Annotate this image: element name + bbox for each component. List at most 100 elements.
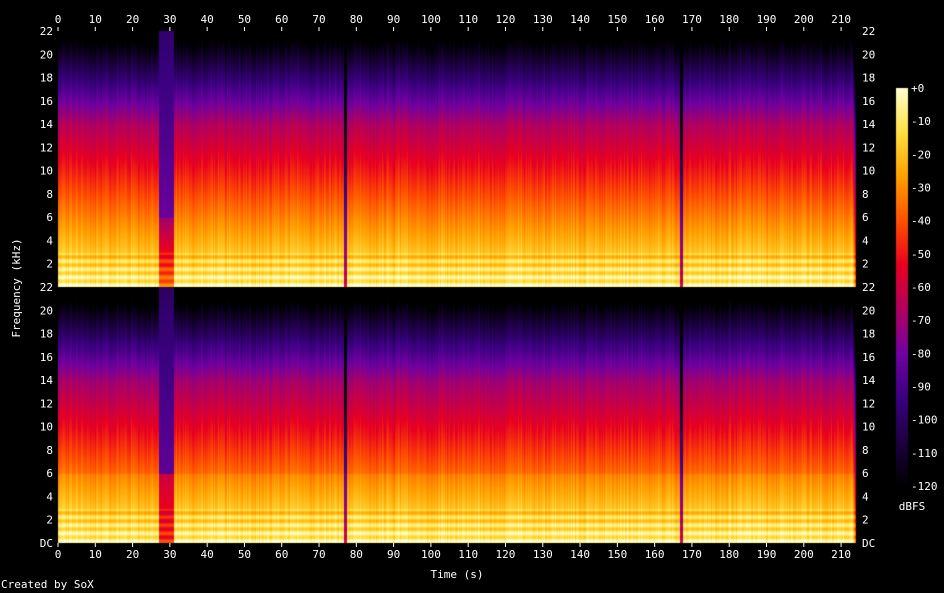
x-tick-label: 170 <box>682 548 702 561</box>
y-tick-label: 12 <box>40 397 53 410</box>
y-tick-label: 2 <box>862 514 869 527</box>
y-tick-label: 4 <box>46 234 53 247</box>
y-tick-label: 4 <box>862 490 869 503</box>
x-tick-label: 60 <box>275 13 288 26</box>
x-tick-label: 0 <box>55 548 62 561</box>
x-tick-label: 130 <box>533 548 553 561</box>
x-tick-label: 40 <box>201 548 214 561</box>
y-tick-label: 20 <box>40 304 53 317</box>
x-tick-label: 50 <box>238 548 251 561</box>
x-tick-label: 120 <box>496 13 516 26</box>
y-tick-label: 16 <box>40 351 53 364</box>
y-tick-label: 6 <box>46 467 53 480</box>
x-tick-label: 110 <box>458 13 478 26</box>
colorbar-tick-label: -90 <box>911 381 931 394</box>
x-tick-label: 60 <box>275 548 288 561</box>
x-tick-label: 80 <box>350 13 363 26</box>
x-tick-label: 190 <box>757 13 777 26</box>
x-tick-label: 110 <box>458 548 478 561</box>
colorbar-tick-label: -100 <box>911 414 938 427</box>
y-tick-label: 10 <box>40 165 53 178</box>
y-tick-label: 22 <box>862 281 875 294</box>
y-tick-label: 20 <box>862 304 875 317</box>
colorbar-tick-label: -120 <box>911 480 938 493</box>
y-tick-label: 16 <box>862 95 875 108</box>
y-tick-label: 8 <box>862 444 869 457</box>
y-tick-label: 18 <box>40 72 53 85</box>
x-tick-label: 90 <box>387 548 400 561</box>
x-tick-label: 210 <box>831 548 851 561</box>
x-axis-label: Time (s) <box>431 568 484 581</box>
x-tick-label: 20 <box>126 548 139 561</box>
x-tick-label: 30 <box>163 13 176 26</box>
x-tick-label: 200 <box>794 13 814 26</box>
colorbar-tick-label: +0 <box>911 82 924 95</box>
x-tick-label: 190 <box>757 548 777 561</box>
y-tick-label: 20 <box>40 48 53 61</box>
x-tick-label: 20 <box>126 13 139 26</box>
x-tick-label: 150 <box>607 548 627 561</box>
y-tick-label: 2 <box>46 258 53 271</box>
x-tick-label: 10 <box>89 13 102 26</box>
y-tick-label: 6 <box>46 211 53 224</box>
y-tick-label-dc: DC <box>40 537 53 550</box>
y-tick-label: 8 <box>46 444 53 457</box>
y-tick-label: 8 <box>46 188 53 201</box>
colorbar-tick-label: -10 <box>911 115 931 128</box>
x-tick-label: 170 <box>682 13 702 26</box>
y-tick-label: 12 <box>862 397 875 410</box>
x-tick-label: 140 <box>570 548 590 561</box>
colorbar-tick-label: -30 <box>911 182 931 195</box>
x-tick-label: 180 <box>719 13 739 26</box>
y-tick-label-dc: DC <box>862 537 875 550</box>
y-tick-label: 10 <box>862 165 875 178</box>
y-tick-label: 8 <box>862 188 869 201</box>
y-tick-label: 6 <box>862 211 869 224</box>
y-tick-label: 16 <box>862 351 875 364</box>
y-tick-label: 10 <box>40 421 53 434</box>
x-tick-label: 150 <box>607 13 627 26</box>
y-tick-label: 22 <box>40 25 53 38</box>
y-tick-label: 4 <box>46 490 53 503</box>
x-tick-label: 200 <box>794 548 814 561</box>
y-tick-label: 14 <box>40 118 54 131</box>
x-tick-label: 100 <box>421 13 441 26</box>
y-tick-label: 22 <box>40 281 53 294</box>
x-tick-label: 0 <box>55 13 62 26</box>
y-tick-label: 18 <box>40 328 53 341</box>
y-tick-label: 6 <box>862 467 869 480</box>
x-tick-label: 140 <box>570 13 590 26</box>
y-tick-label: 14 <box>862 118 876 131</box>
x-tick-label: 90 <box>387 13 400 26</box>
x-tick-label: 70 <box>312 548 325 561</box>
x-tick-label: 120 <box>496 548 516 561</box>
x-axis-bottom: 0 10 20 30 40 50 60 70 80 90 100 110 120 130 140 150 160… <box>55 543 851 561</box>
y-tick-label: 20 <box>862 48 875 61</box>
x-tick-label: 160 <box>645 548 665 561</box>
colorbar-tick-label: -60 <box>911 281 931 294</box>
y-tick-label: 14 <box>40 374 54 387</box>
colorbar-tick-label: -40 <box>911 215 931 228</box>
y-tick-label: 18 <box>862 72 875 85</box>
colorbar-tick-label: -50 <box>911 248 931 261</box>
credit-text: Created by SoX <box>1 578 94 591</box>
y-tick-label: 18 <box>862 328 875 341</box>
x-tick-label: 10 <box>89 548 102 561</box>
colorbar-ticks: +0 -10 -20 -30 -40 -50 -60 -70 -80 -90 -100 -110 -12… <box>911 82 938 493</box>
y-tick-label: 2 <box>46 514 53 527</box>
y-tick-label: 16 <box>40 95 53 108</box>
x-tick-label: 100 <box>421 548 441 561</box>
colorbar-label: dBFS <box>899 500 926 513</box>
x-tick-label: 130 <box>533 13 553 26</box>
y-tick-label: 14 <box>862 374 876 387</box>
colorbar-tick-label: -80 <box>911 347 931 360</box>
y-tick-label: 22 <box>862 25 875 38</box>
y-axis-label: Frequency (kHz) <box>10 238 23 337</box>
y-tick-label: 12 <box>862 141 875 154</box>
y-tick-label: 2 <box>862 258 869 271</box>
y-tick-label: 10 <box>862 421 875 434</box>
x-tick-label: 50 <box>238 13 251 26</box>
